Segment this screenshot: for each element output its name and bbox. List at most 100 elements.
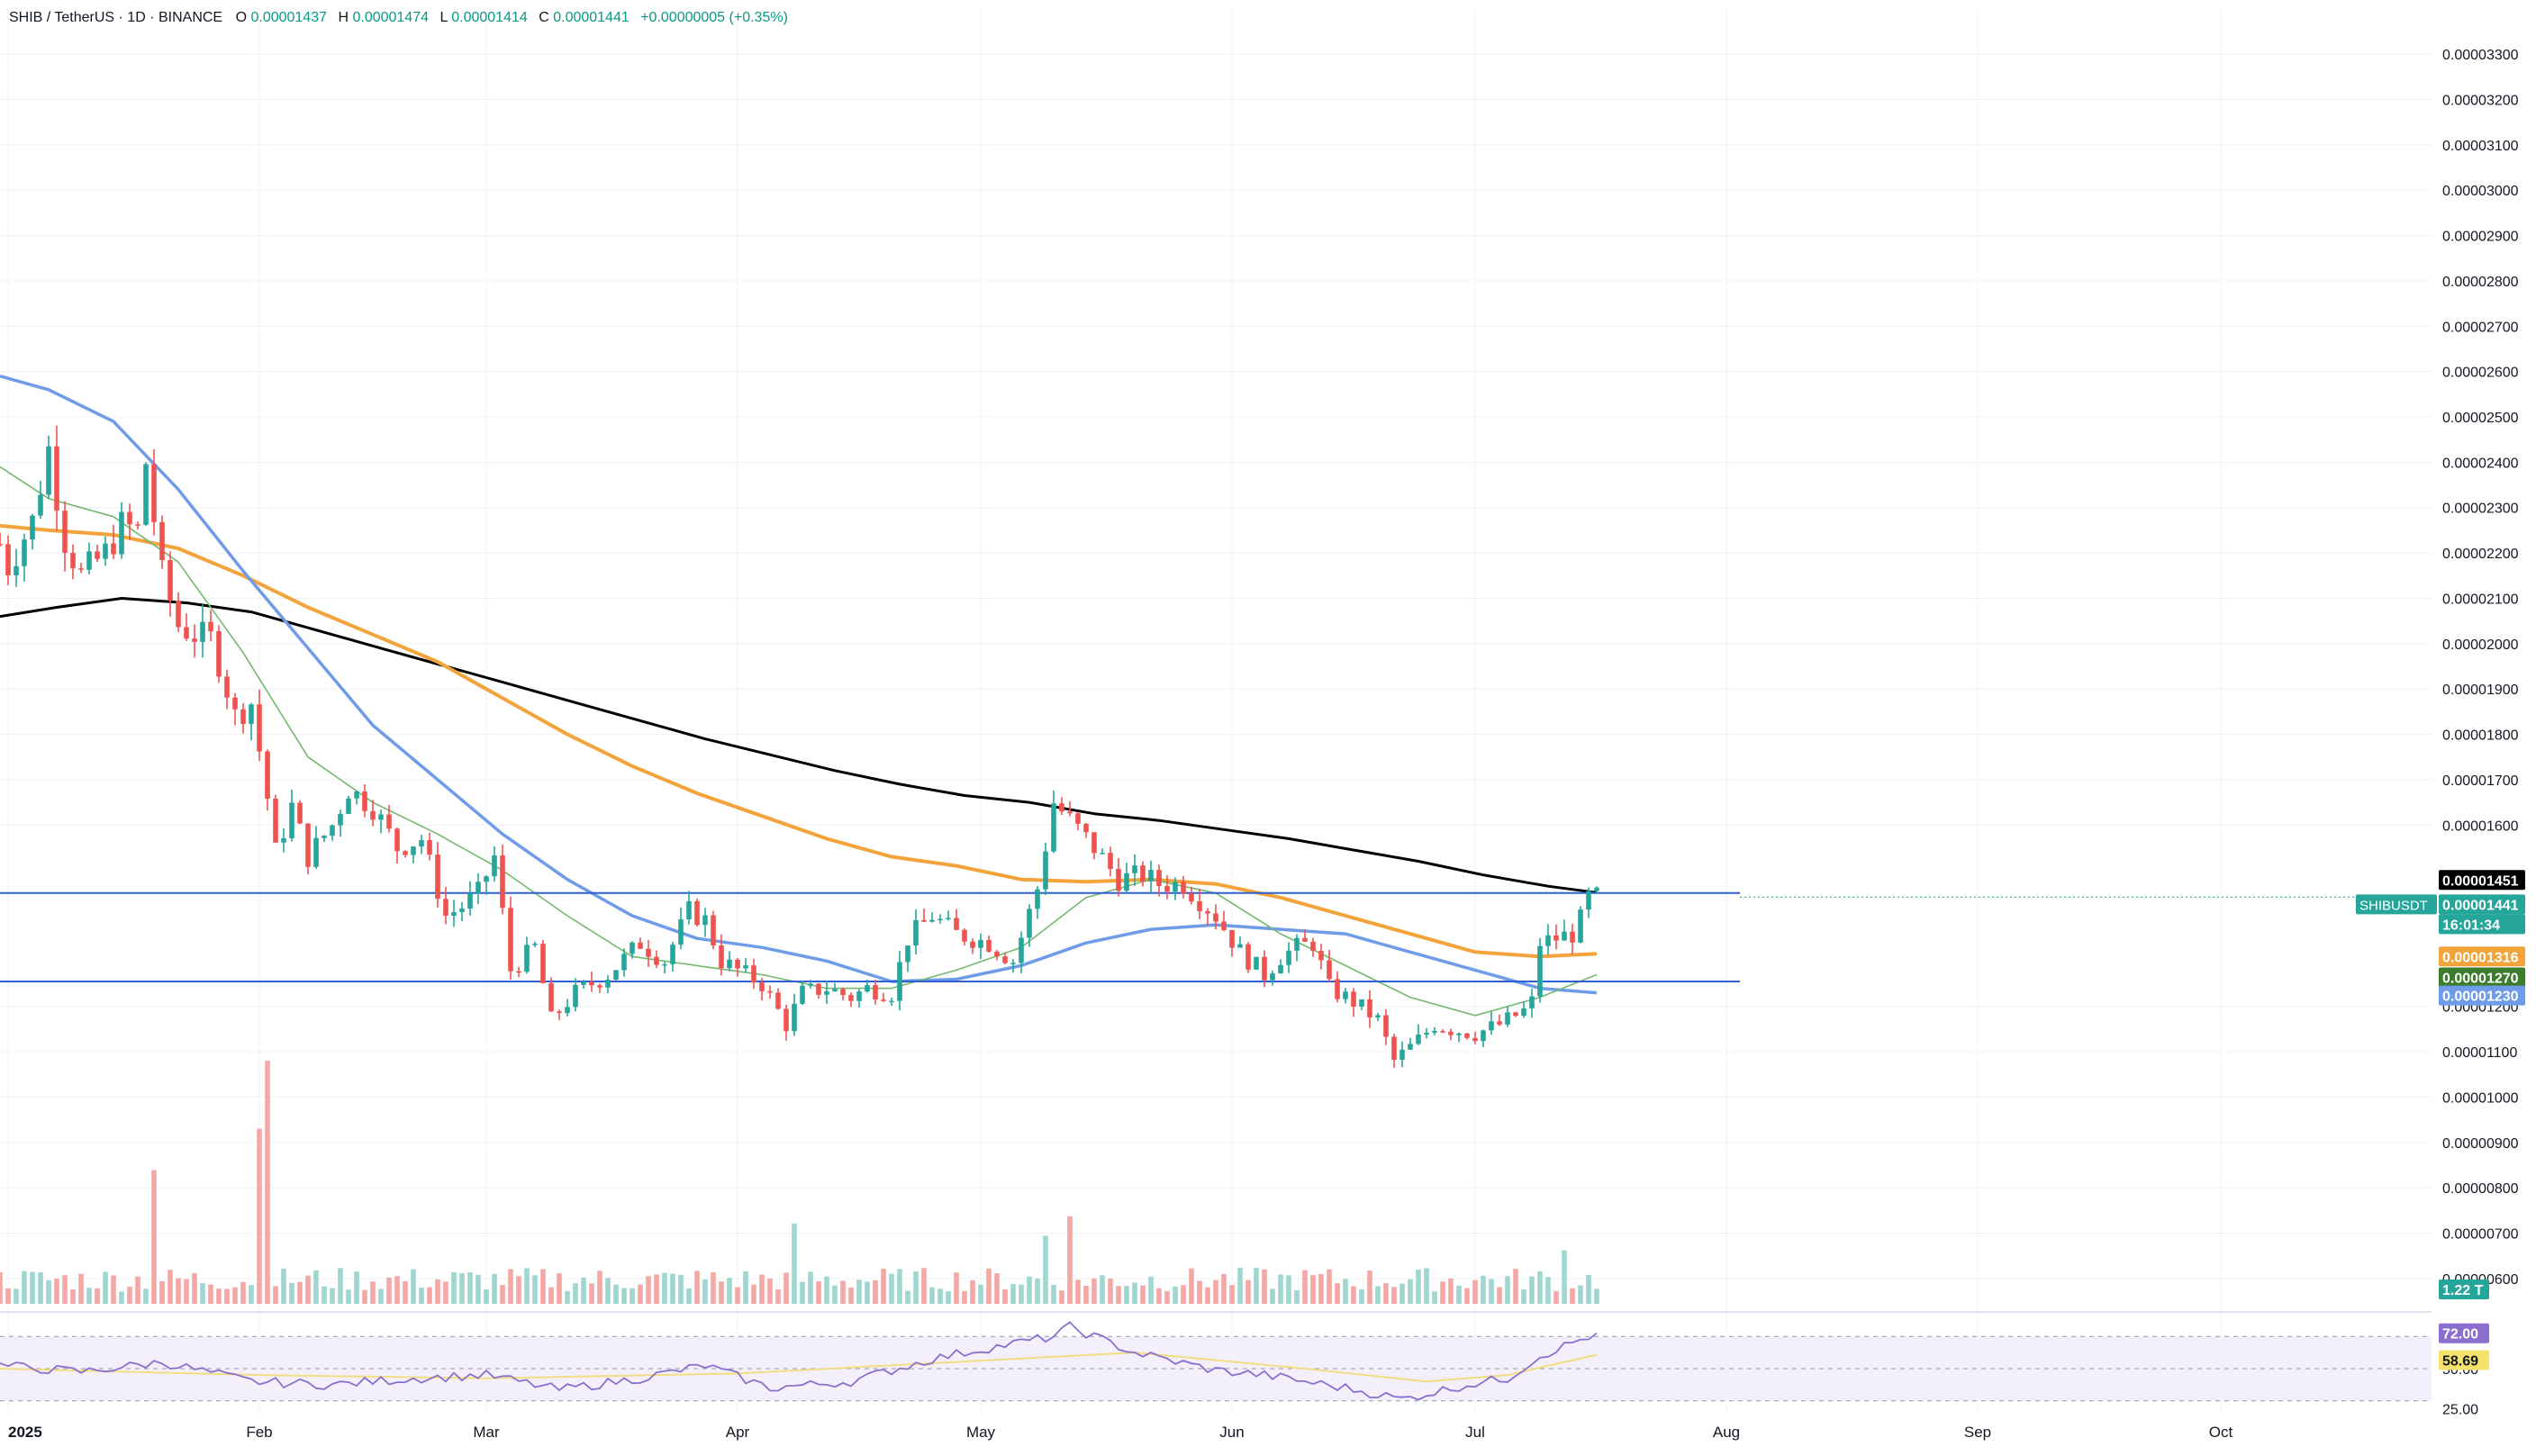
candle-up (743, 965, 748, 969)
candle-down (1245, 944, 1251, 970)
volume-bar (1270, 1289, 1275, 1304)
price-axis-tick: 0.00002900 (2442, 230, 2519, 245)
volume-bar (1010, 1283, 1016, 1304)
candle-up (1399, 1049, 1405, 1060)
volume-bar (994, 1273, 1000, 1304)
candle-down (78, 568, 84, 570)
candle-down (1116, 869, 1121, 891)
candle-up (1294, 937, 1300, 951)
horizontal-lines[interactable] (0, 891, 2432, 982)
candle-down (1140, 865, 1146, 882)
volume-bar (1254, 1268, 1259, 1304)
tag-rsi-ma: 58.69 (2442, 1353, 2478, 1369)
candle-down (305, 823, 311, 867)
volume-bar (1578, 1285, 1583, 1304)
candle-up (1148, 870, 1154, 882)
candle-down (1464, 1033, 1470, 1038)
volume-bar (686, 1288, 692, 1304)
candle-up (1456, 1033, 1462, 1035)
volume-bar (1327, 1269, 1332, 1304)
volume-bar (1108, 1278, 1113, 1304)
candle-up (678, 919, 684, 945)
volume-bar (1302, 1270, 1308, 1304)
volume-bar (419, 1287, 424, 1304)
volume-bar (95, 1288, 100, 1304)
candle-up (30, 515, 35, 540)
volume-bar (484, 1289, 489, 1304)
candle-down (816, 983, 821, 995)
candle-down (1083, 823, 1089, 833)
price-axis[interactable]: 0.00003300 0.00003200 0.00003100 0.00003000… (2442, 48, 2519, 1288)
candle-down (1383, 1015, 1389, 1037)
volume-bar (865, 1281, 870, 1304)
candle-up (338, 813, 343, 826)
candle-down (557, 1011, 562, 1014)
volume-bar (751, 1284, 756, 1304)
volume-bar (654, 1274, 659, 1304)
candle-up (281, 837, 286, 843)
candle-up (1254, 956, 1259, 970)
volume-bar (1481, 1275, 1486, 1304)
time-axis-tick: Sep (1964, 1424, 1991, 1441)
header-symbol: SHIB / TetherUS · 1D · BINANCE (9, 10, 222, 25)
ma-line-ma100 (0, 523, 1598, 959)
volume-bar (1521, 1289, 1526, 1304)
candle-down (257, 704, 262, 752)
volume-bar (1318, 1273, 1324, 1304)
volume-bar (605, 1278, 611, 1304)
candle-up (322, 836, 327, 838)
volume-bar (1124, 1285, 1129, 1304)
candle-up (702, 915, 708, 926)
candle-down (1440, 1031, 1445, 1033)
time-axis[interactable]: 2025 Feb Mar Apr May Jun Jul Aug Sep Oct (8, 1424, 2233, 1441)
volume-bar (889, 1273, 894, 1304)
candle-up (1100, 853, 1105, 855)
volume-bars (0, 1061, 1599, 1304)
volume-bar (1286, 1275, 1291, 1304)
candle-up (1173, 882, 1178, 892)
candle-up (22, 539, 27, 566)
candle-up (467, 893, 473, 909)
header-c-label: C (539, 10, 549, 25)
candle-down (840, 989, 846, 996)
candle-down (719, 945, 724, 969)
candle-up (1027, 909, 1032, 938)
candle-down (994, 951, 1000, 957)
candle-up (492, 855, 497, 877)
candle-down (127, 511, 132, 525)
candle-down (848, 995, 854, 1001)
volume-bar (1148, 1276, 1154, 1304)
volume-bar (1294, 1289, 1300, 1304)
volume-bar (354, 1271, 359, 1304)
candle-up (419, 840, 424, 847)
candle-up (313, 837, 319, 867)
price-axis-tick: 0.00000900 (2442, 1136, 2519, 1152)
volume-bar (670, 1273, 675, 1304)
time-axis-tick: 2025 (8, 1424, 42, 1441)
volume-bar (986, 1268, 992, 1304)
candle-up (1408, 1044, 1413, 1050)
volume-bar (937, 1289, 943, 1304)
price-axis-tick: 0.00001800 (2442, 728, 2519, 744)
candle-down (735, 959, 740, 969)
price-axis-tick: 0.00001600 (2442, 818, 2519, 834)
candle-up (86, 551, 92, 570)
volume-bar (192, 1272, 197, 1304)
volume-bar (767, 1279, 773, 1304)
candle-down (151, 464, 157, 522)
candle-up (913, 919, 919, 946)
candle-down (70, 552, 76, 569)
candle-down (1310, 941, 1316, 951)
volume-bar (1245, 1280, 1251, 1304)
volume-bar (929, 1287, 935, 1304)
volume-bar (1173, 1286, 1178, 1304)
volume-bar (46, 1280, 51, 1304)
candle-down (95, 551, 100, 559)
volume-bar (565, 1290, 570, 1304)
candle-up (38, 494, 43, 516)
volume-bar (240, 1281, 246, 1304)
volume-bar (1359, 1289, 1364, 1304)
candle-down (1302, 937, 1308, 942)
